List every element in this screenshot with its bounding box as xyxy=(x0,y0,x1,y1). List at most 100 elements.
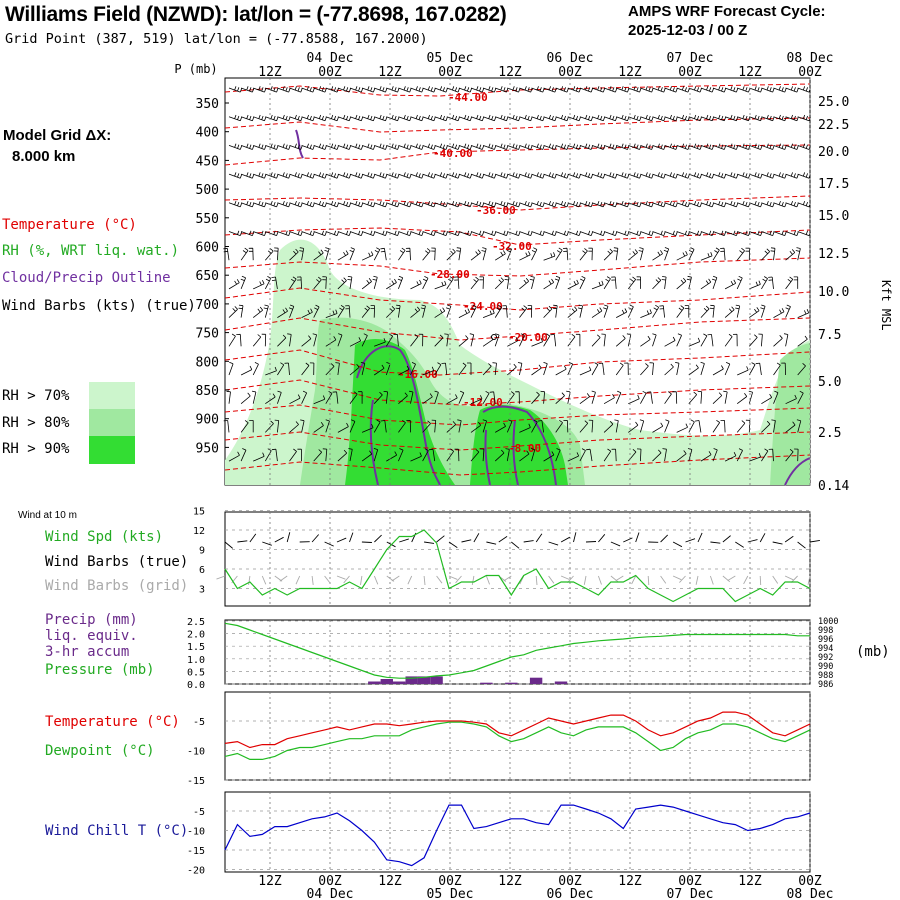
wind-barb xyxy=(797,86,811,93)
height-label: 5.0 xyxy=(818,375,841,390)
wind-barb xyxy=(755,362,762,376)
top-hour-label: 00Z xyxy=(678,65,702,80)
pressure-y-label: 992 xyxy=(818,653,833,663)
wind-barb xyxy=(507,337,519,347)
wind-barb xyxy=(724,333,733,347)
wind-barb xyxy=(616,230,630,236)
wind-barb xyxy=(349,230,364,236)
wind-barb xyxy=(676,86,690,93)
wind-barb xyxy=(410,143,424,150)
wind-barb xyxy=(374,230,388,236)
isotherm-label: -44.00 xyxy=(448,91,488,104)
wind-barb xyxy=(797,335,808,347)
wind-barb-grid xyxy=(647,575,650,586)
wind-barb xyxy=(700,451,712,462)
wind-barb xyxy=(495,114,509,122)
wind-barb xyxy=(420,304,426,318)
wind-barb xyxy=(712,419,721,433)
wind-barb-grid xyxy=(560,575,570,580)
height-label: 15.0 xyxy=(818,209,849,224)
bottom-hour-label: 00Z xyxy=(558,874,582,889)
wind-barb xyxy=(265,393,276,405)
wind-barb xyxy=(431,247,436,261)
wind-barb xyxy=(543,230,557,236)
wind-barb xyxy=(519,423,531,433)
wind-barb xyxy=(337,449,348,462)
wind-barb xyxy=(431,419,437,433)
wind-barb xyxy=(591,86,606,93)
precip-bar xyxy=(529,677,543,684)
wind-barb xyxy=(422,393,433,405)
wind-barb-grid xyxy=(391,575,400,582)
wind-barb xyxy=(567,333,576,347)
wind-barb-grid xyxy=(583,575,587,585)
wind-barb xyxy=(639,419,645,433)
wind-barb xyxy=(591,362,599,376)
wind-barb xyxy=(277,86,291,93)
wind-barb xyxy=(749,280,761,290)
wind-barb xyxy=(598,362,605,376)
wind-barb xyxy=(543,200,557,208)
wind-barb-true xyxy=(511,541,520,549)
wind-barb-true xyxy=(349,532,354,543)
precip-bar xyxy=(393,681,406,684)
wind-barb xyxy=(361,143,376,150)
wind-barb-grid xyxy=(261,575,267,585)
windchill-y-label: -5 xyxy=(193,807,205,818)
wind-barb xyxy=(700,200,714,208)
wind-barb xyxy=(265,143,279,150)
wind-barb xyxy=(579,248,588,261)
wind-barb xyxy=(771,419,776,433)
wind-barb xyxy=(591,230,606,236)
wind-barb xyxy=(737,143,751,150)
wind-barb xyxy=(732,333,738,347)
wind-barb xyxy=(470,395,483,405)
wind-barb-grid xyxy=(423,575,426,586)
wind-barb xyxy=(628,394,640,405)
wind-barb xyxy=(313,230,327,236)
wind-barb xyxy=(240,392,251,405)
wind-barb xyxy=(591,307,603,318)
wind-barb xyxy=(358,391,363,404)
wind-barb xyxy=(697,391,703,404)
wind-barb xyxy=(652,449,662,462)
precip-y-label: 2.0 xyxy=(187,630,205,641)
forecast-cycle-value: 2025-12-03 / 00 Z xyxy=(628,22,748,39)
pressure-y-label: 994 xyxy=(818,644,833,654)
wind-barb xyxy=(410,279,422,290)
wind-barb xyxy=(519,305,528,318)
wind-barb-grid xyxy=(548,575,555,584)
wind-barb xyxy=(446,143,460,150)
wind-barb-grid xyxy=(448,575,458,580)
wind-barb xyxy=(749,172,763,179)
wind-barb xyxy=(301,200,315,208)
wind-barb xyxy=(325,419,330,433)
wind-barb xyxy=(664,391,672,404)
wind-barb xyxy=(386,230,400,236)
wind-barb xyxy=(616,172,630,179)
wind-barb xyxy=(325,143,339,150)
wind-barb xyxy=(434,143,448,150)
wind-barb xyxy=(616,200,630,208)
wind-barb xyxy=(519,200,533,208)
pressure-y-label: 996 xyxy=(818,635,833,645)
model-grid-label: Model Grid ΔX: xyxy=(3,127,112,144)
wind-barb xyxy=(700,143,714,150)
wind-barb xyxy=(567,230,581,236)
wind-barb xyxy=(700,230,714,236)
wind-barb xyxy=(567,143,581,150)
wind-barb xyxy=(758,333,763,347)
wind-barb xyxy=(688,86,702,93)
wind-barb xyxy=(567,114,581,122)
legend-wind-barbs: Wind Barbs (kts) (true) xyxy=(2,298,196,314)
wind-barb-grid xyxy=(759,575,762,586)
wind-barb xyxy=(507,172,521,179)
wind-barb xyxy=(380,247,387,261)
wind-barb xyxy=(773,172,787,179)
wind-barb xyxy=(603,448,612,462)
wind-barb xyxy=(664,114,678,122)
wind-barb xyxy=(313,395,326,405)
wind-barb xyxy=(724,200,739,208)
wind-barb xyxy=(736,275,743,290)
wind-barb xyxy=(349,114,364,122)
